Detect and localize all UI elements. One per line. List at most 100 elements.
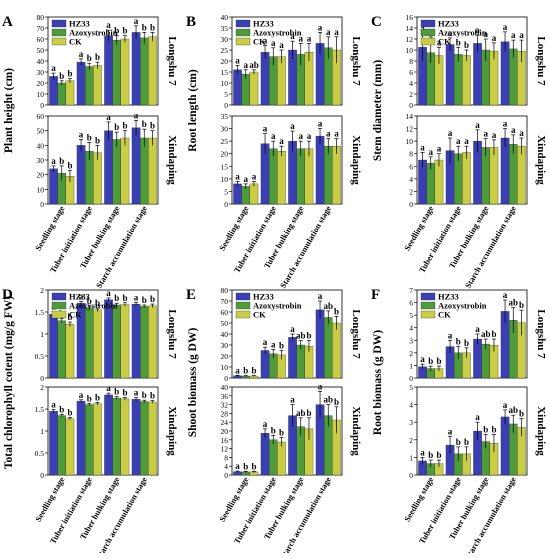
legend-swatch <box>51 310 67 319</box>
significance-letter: a <box>263 337 268 347</box>
y-tick-label: 25 <box>221 137 229 146</box>
bar-ck <box>93 65 102 106</box>
bar-hz33 <box>445 44 455 106</box>
bar-hz33 <box>49 411 58 476</box>
y-tick-label: 0 <box>40 471 44 480</box>
significance-letter: a <box>134 110 139 120</box>
y-tick-label: 40 <box>37 141 45 150</box>
significance-letter: a <box>279 40 284 50</box>
legend-swatch <box>420 292 436 301</box>
legend-entry: HZ33 <box>253 19 274 29</box>
site-label: Longshu 7 <box>166 309 178 359</box>
x-tick-label: Starch accumulation stage <box>94 475 149 553</box>
legend-swatch <box>420 28 436 37</box>
y-tick-label: 4 <box>409 401 413 410</box>
y-tick-label: 70 <box>221 297 229 306</box>
significance-letter: b <box>114 26 119 36</box>
bar-azoxystrobin <box>57 82 67 106</box>
bar-azoxystrobin <box>85 307 94 379</box>
y-tick-label: 2 <box>409 349 413 358</box>
significance-letter: b <box>464 338 469 348</box>
legend-entry: Azoxystrobin <box>69 301 118 311</box>
y-tick-label: 40 <box>221 330 229 339</box>
significance-letter: a <box>307 33 312 43</box>
legend-entry: HZ33 <box>69 292 90 302</box>
significance-letter: b <box>428 356 433 366</box>
y-tick-label: 0 <box>409 471 413 480</box>
y-tick-label: 1.5 <box>35 405 45 414</box>
bar-ck <box>277 151 286 205</box>
y-tick-label: 1 <box>40 427 44 436</box>
panel-label: B <box>186 14 196 30</box>
y-tick-label: 4 <box>409 175 413 184</box>
legend-swatch <box>235 19 251 28</box>
y-tick-label: 40 <box>221 383 229 392</box>
y-tick-label: 8 <box>409 150 413 159</box>
significance-letter: a <box>318 119 323 129</box>
significance-letter: a <box>429 147 434 157</box>
significance-letter: b <box>243 366 248 376</box>
bar-hz33 <box>49 76 58 106</box>
significance-letter: a <box>263 36 268 46</box>
y-tick-label: 12 <box>406 125 414 134</box>
y-tick-label: 35 <box>221 24 229 33</box>
y-tick-label: 40 <box>37 57 45 66</box>
bar-hz33 <box>49 168 58 205</box>
significance-letter: a <box>235 365 240 375</box>
significance-letter: b <box>251 366 256 376</box>
bar-azoxystrobin <box>139 137 149 205</box>
y-tick-label: 10 <box>37 185 45 194</box>
site-label: Longshu 7 <box>350 309 362 359</box>
significance-letter: b <box>67 69 72 79</box>
y-tick-label: 0.5 <box>35 449 45 458</box>
significance-letter: a <box>318 291 323 301</box>
significance-letter: a <box>326 27 331 37</box>
significance-letter: b <box>114 122 119 132</box>
significance-letter: a <box>79 129 84 139</box>
y-tick-label: 1 <box>409 453 413 462</box>
significance-letter: a <box>235 461 240 471</box>
significance-letter: ab <box>323 301 333 311</box>
y-tick-label: 10 <box>406 46 414 55</box>
bar-hz33 <box>315 135 325 205</box>
bar-ck <box>148 401 157 476</box>
y-tick-label: 4 <box>224 462 228 471</box>
site-label: Longshu 7 <box>535 36 547 86</box>
bar-hz33 <box>76 400 86 476</box>
bar-azoxystrobin <box>85 66 94 106</box>
significance-letter: ab <box>508 298 518 308</box>
y-axis-label: Total chlorophyll cotent (mg/g FW) <box>3 296 15 469</box>
y-axis-label: Stem diameter (mm) <box>372 60 384 162</box>
bar-ck <box>93 309 102 379</box>
y-tick-label: 4 <box>409 79 413 88</box>
significance-letter: a <box>106 112 111 122</box>
bar-ck <box>277 441 286 476</box>
significance-letter: b <box>436 450 441 460</box>
significance-letter: a <box>235 171 240 181</box>
significance-letter: b <box>334 397 339 407</box>
significance-letter: a <box>475 25 480 35</box>
significance-letter: b <box>67 407 72 417</box>
significance-letter: b <box>456 37 461 47</box>
bar-hz33 <box>233 183 242 205</box>
y-tick-label: 1.5 <box>35 308 45 317</box>
bar-ck <box>148 36 157 106</box>
bar-ck <box>277 56 286 106</box>
significance-letter: b <box>95 392 100 402</box>
significance-letter: b <box>306 331 311 341</box>
significance-letter: b <box>306 408 311 418</box>
legend-swatch <box>235 301 251 310</box>
y-tick-label: 14 <box>406 24 414 33</box>
bar-hz33 <box>104 35 113 106</box>
bar-azoxystrobin <box>139 37 149 106</box>
significance-letter: a <box>244 174 249 184</box>
